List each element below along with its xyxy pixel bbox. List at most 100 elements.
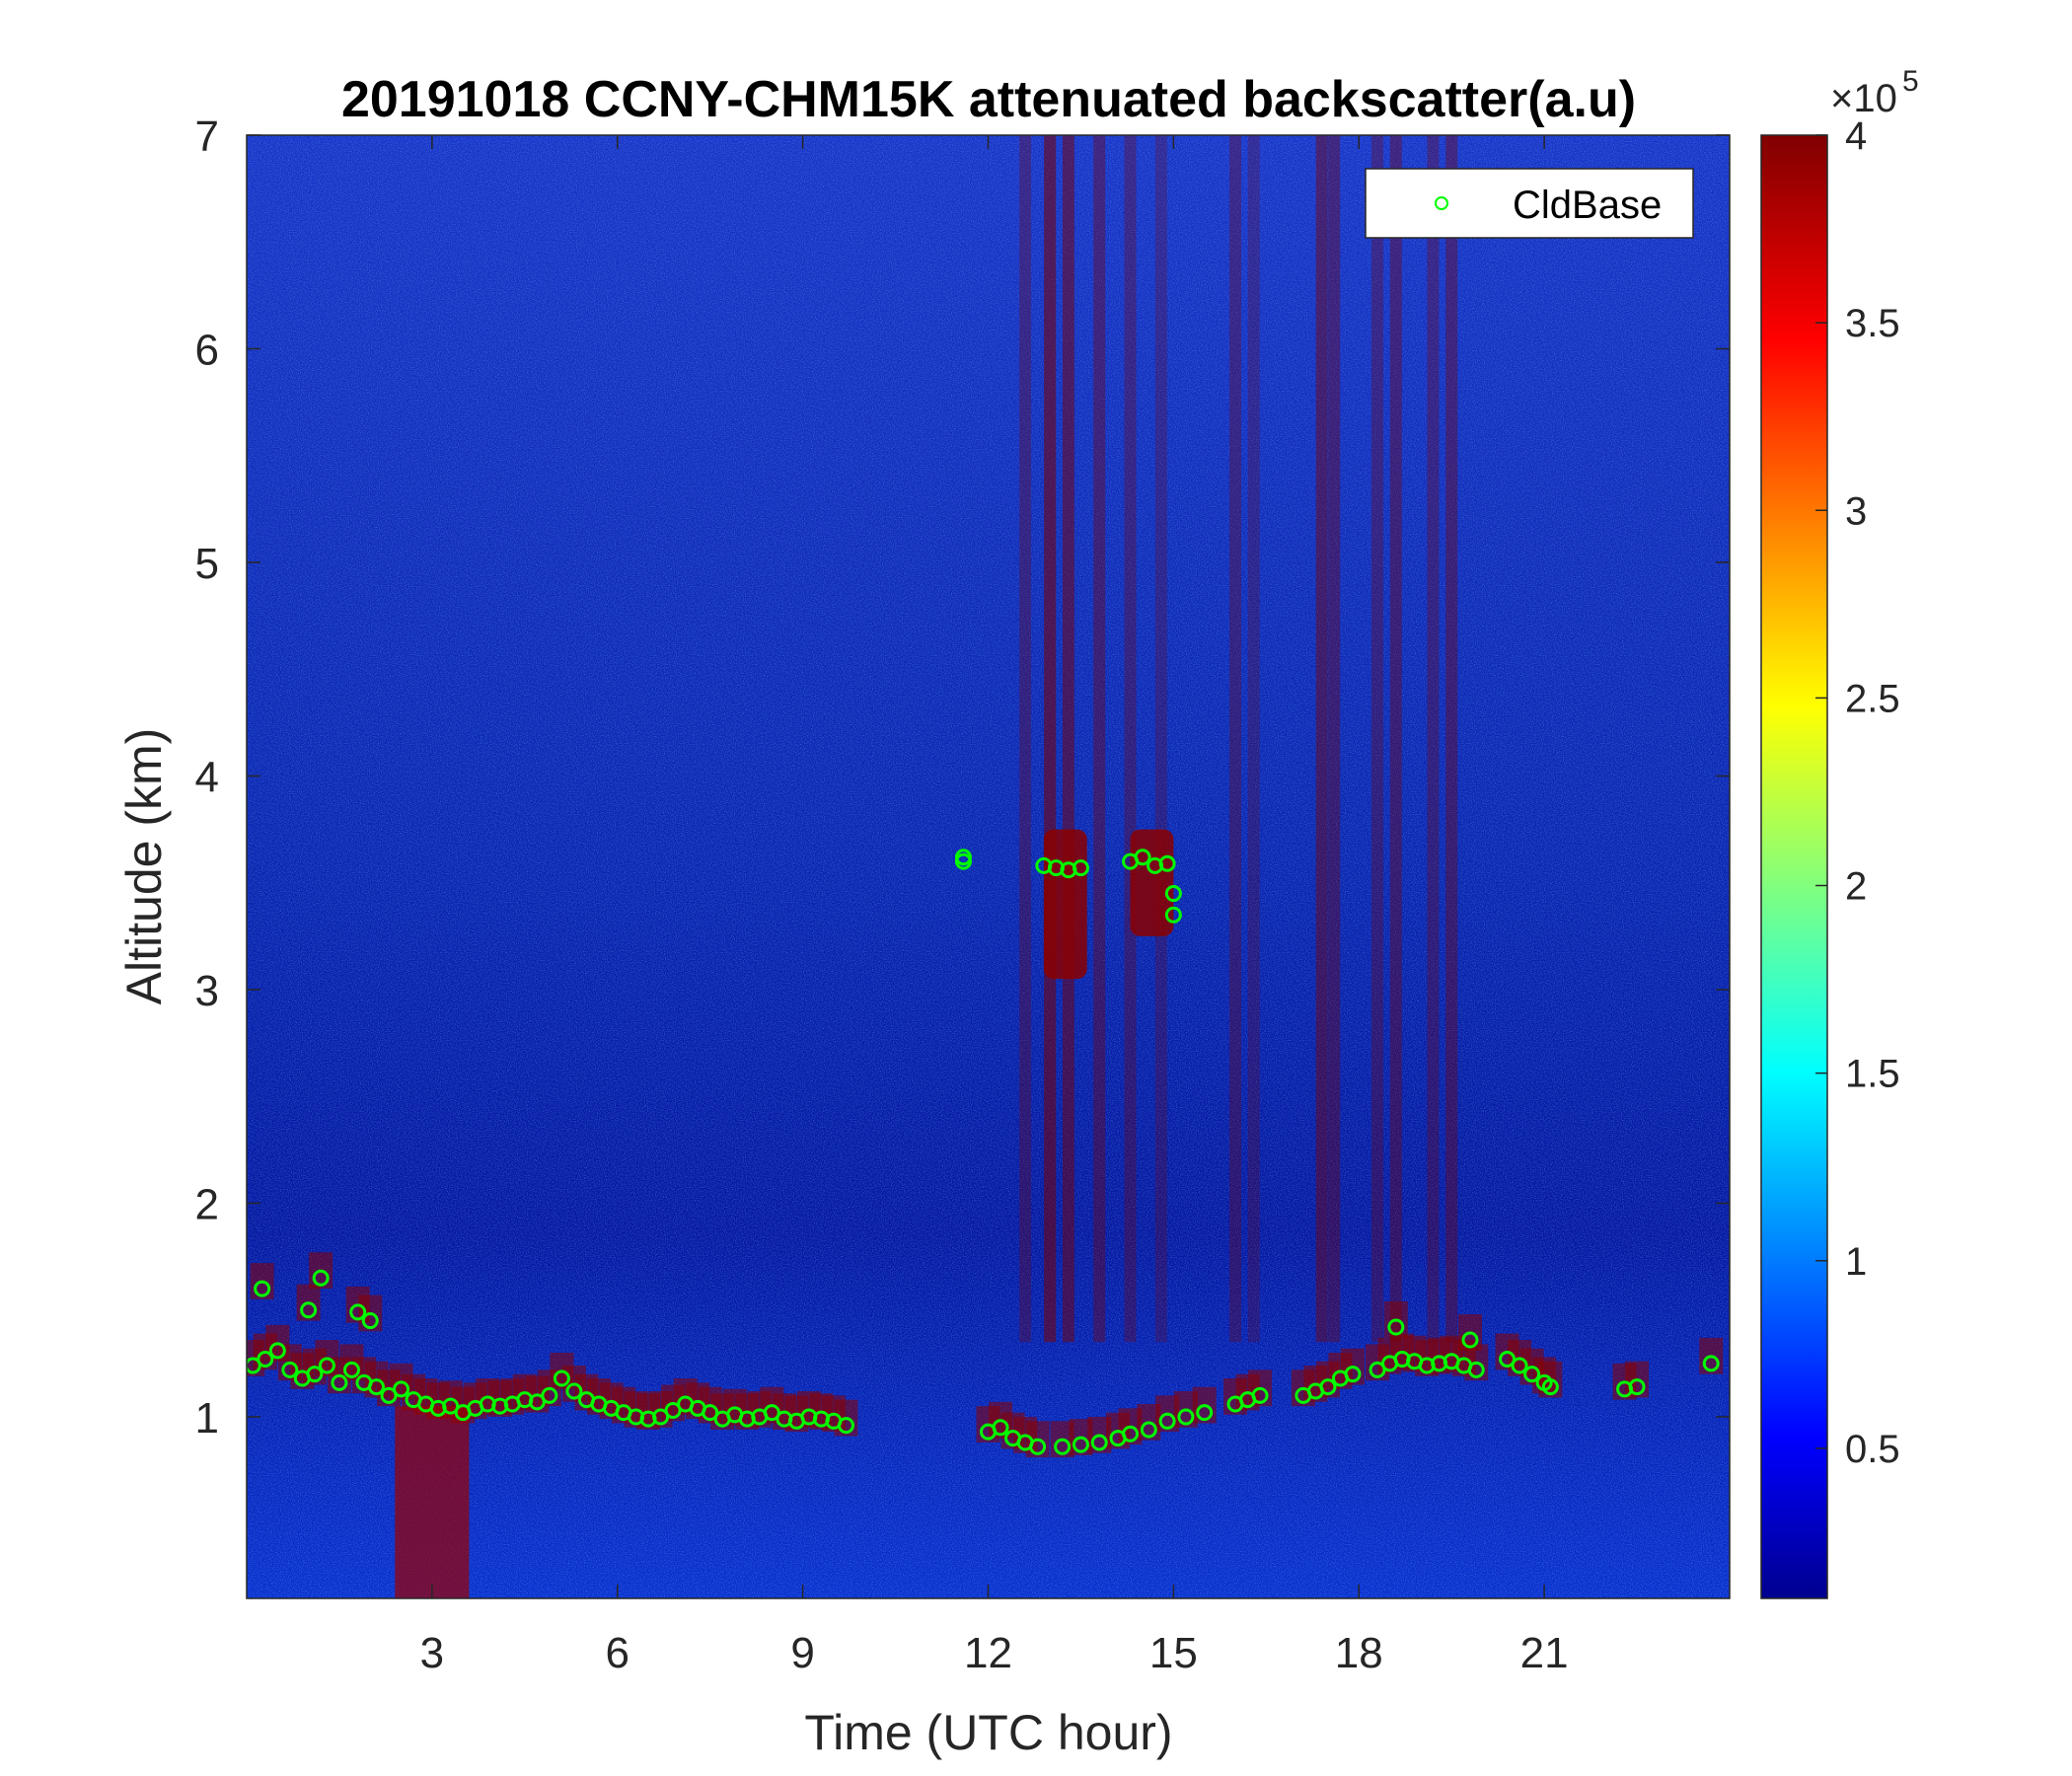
cldbase-point xyxy=(664,1401,682,1419)
x-tick-label: 6 xyxy=(606,1629,629,1677)
signal-streak xyxy=(1247,135,1260,1343)
cldbase-point xyxy=(1251,1386,1269,1404)
cldbase-point xyxy=(281,1361,299,1378)
cldbase-point xyxy=(1158,1412,1176,1430)
heatmap-noise xyxy=(247,135,1730,1598)
cldbase-point xyxy=(1158,854,1176,872)
colorbar-ticks: 0.5 1 1.5 2 2.5 3 3.5 4 xyxy=(1815,114,1900,1471)
cldbase-point xyxy=(1499,1351,1517,1369)
x-tick-label: 12 xyxy=(964,1629,1012,1677)
cldbase-point xyxy=(393,1380,410,1398)
cldbase-scatter xyxy=(247,849,1720,1455)
x-tick-label: 15 xyxy=(1149,1629,1198,1677)
cldbase-point xyxy=(702,1404,719,1422)
cldbase-point xyxy=(247,1357,261,1374)
signal-streak xyxy=(1389,135,1402,1343)
signal-streak xyxy=(1044,135,1057,1343)
signal-streak xyxy=(1315,135,1328,1343)
x-axis-label: Time (UTC hour) xyxy=(804,1705,1172,1760)
cldbase-point xyxy=(541,1386,558,1404)
y-tick-label: 5 xyxy=(195,540,219,588)
cldbase-point xyxy=(837,1417,854,1435)
cldbase-point xyxy=(1122,1425,1140,1443)
cloud-patch xyxy=(1130,829,1174,936)
signal-streak xyxy=(1154,135,1167,1343)
x-axis-ticks: 3 6 9 12 15 18 21 xyxy=(420,135,1569,1677)
y-tick-label: 7 xyxy=(195,112,219,161)
cldbase-point xyxy=(318,1357,335,1374)
y-tick-label: 1 xyxy=(195,1394,219,1443)
y-tick-label: 4 xyxy=(195,753,219,801)
legend-box xyxy=(1365,168,1694,239)
cldbase-point xyxy=(1319,1378,1337,1396)
legend-label: CldBase xyxy=(1513,184,1662,227)
cldbase-point xyxy=(1177,1408,1195,1426)
signal-streak xyxy=(1229,135,1241,1343)
colorbar: 0.5 1 1.5 2 2.5 3 3.5 4 ×10 5 xyxy=(1760,65,1919,1599)
cldbase-point xyxy=(361,1312,379,1330)
cldbase-point xyxy=(1467,1361,1485,1378)
colorbar-exponent: 5 xyxy=(1902,65,1919,98)
cldbase-point xyxy=(1702,1355,1720,1372)
x-tick-label: 21 xyxy=(1520,1629,1569,1677)
x-tick-label: 18 xyxy=(1335,1629,1383,1677)
x-tick-label: 3 xyxy=(420,1629,444,1677)
y-tick-label: 6 xyxy=(195,326,219,374)
cldbase-point xyxy=(528,1393,546,1411)
colorbar-tick-label: 2 xyxy=(1845,865,1867,909)
cldbase-point xyxy=(1387,1318,1405,1336)
cldbase-point xyxy=(1164,906,1182,924)
colorbar-exponent-base: ×10 xyxy=(1830,77,1897,120)
cldbase-point xyxy=(442,1397,460,1415)
cldbase-point xyxy=(349,1303,367,1321)
cldbase-point xyxy=(1134,849,1151,866)
colorbar-tick-label: 4 xyxy=(1845,114,1867,158)
y-axis-label: Altitude (km) xyxy=(116,728,172,1005)
cldbase-point xyxy=(1541,1378,1559,1396)
cldbase-point xyxy=(992,1419,1009,1437)
cldbase-point xyxy=(1140,1421,1157,1439)
legend[interactable]: CldBase xyxy=(1365,168,1694,239)
cldbase-point xyxy=(1072,859,1089,877)
colorbar-gradient xyxy=(1760,134,1828,1599)
colorbar-tick-label: 1.5 xyxy=(1845,1053,1900,1096)
colorbar-tick-label: 3 xyxy=(1845,489,1867,533)
cldbase-point xyxy=(254,1280,271,1297)
y-tick-label: 2 xyxy=(195,1180,219,1228)
cldbase-point xyxy=(954,849,972,866)
signal-streak xyxy=(1093,135,1106,1343)
cldbase-point xyxy=(1344,1366,1362,1383)
x-tick-label: 9 xyxy=(790,1629,814,1677)
cldbase-point xyxy=(1164,885,1182,903)
cldbase-point xyxy=(1523,1366,1541,1383)
signal-streak xyxy=(1124,135,1137,1343)
cldbase-point xyxy=(763,1404,780,1422)
cldbase-point xyxy=(342,1361,360,1378)
chart-title: 20191018 CCNY-CHM15K attenuated backscat… xyxy=(341,71,1636,128)
cldbase-point xyxy=(1369,1361,1386,1378)
y-axis-ticks: 1 2 3 4 5 6 7 xyxy=(195,112,1730,1443)
colorbar-tick-label: 3.5 xyxy=(1845,302,1900,345)
legend-marker-icon xyxy=(1435,196,1448,210)
colorbar-tick-label: 0.5 xyxy=(1845,1428,1900,1471)
plot-area xyxy=(247,135,1730,1598)
signal-streak xyxy=(1019,135,1032,1343)
cldbase-point xyxy=(368,1378,386,1396)
cldbase-point xyxy=(306,1366,324,1383)
cldbase-point xyxy=(380,1386,398,1404)
cldbase-point xyxy=(1628,1378,1646,1396)
cldbase-point xyxy=(1072,1436,1089,1453)
cldbase-point xyxy=(1029,1438,1047,1455)
plume xyxy=(395,1406,470,1598)
signal-streak xyxy=(1445,135,1458,1343)
cldbase-point xyxy=(312,1269,330,1287)
cldbase-point xyxy=(268,1342,286,1360)
cloud-patch xyxy=(1043,829,1087,980)
cldbase-point xyxy=(331,1373,348,1391)
cldbase-point xyxy=(1511,1357,1528,1374)
cldbase-point xyxy=(1054,1438,1072,1455)
cldbase-point xyxy=(565,1382,583,1400)
signal-streak xyxy=(1062,135,1074,1343)
y-tick-label: 3 xyxy=(195,967,219,1015)
